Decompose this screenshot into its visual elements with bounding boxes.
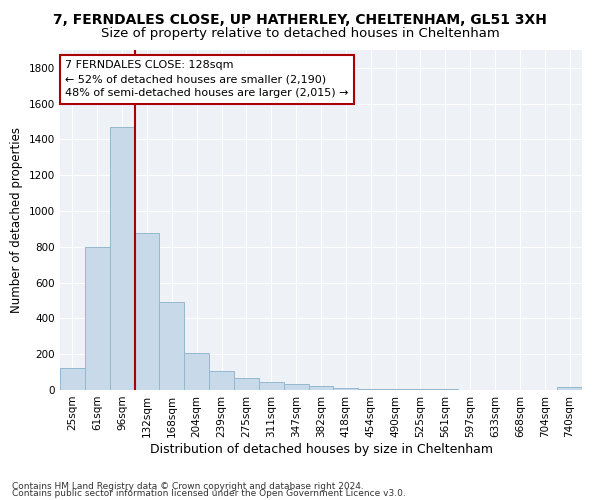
Bar [259, 382, 284, 390]
Bar [209, 371, 234, 390]
Text: 7 FERNDALES CLOSE: 128sqm
← 52% of detached houses are smaller (2,190)
48% of se: 7 FERNDALES CLOSE: 128sqm ← 52% of detac… [65, 60, 349, 98]
Bar [308, 386, 334, 390]
Bar [284, 384, 308, 390]
Text: Size of property relative to detached houses in Cheltenham: Size of property relative to detached ho… [101, 28, 499, 40]
Bar [184, 354, 209, 390]
Text: Contains public sector information licensed under the Open Government Licence v3: Contains public sector information licen… [12, 489, 406, 498]
Bar [557, 388, 582, 390]
Bar [110, 127, 134, 390]
Bar [134, 232, 160, 390]
X-axis label: Distribution of detached houses by size in Cheltenham: Distribution of detached houses by size … [149, 442, 493, 456]
Bar [60, 368, 85, 390]
Bar [358, 388, 383, 390]
Y-axis label: Number of detached properties: Number of detached properties [10, 127, 23, 313]
Bar [160, 302, 184, 390]
Bar [334, 388, 358, 390]
Text: 7, FERNDALES CLOSE, UP HATHERLEY, CHELTENHAM, GL51 3XH: 7, FERNDALES CLOSE, UP HATHERLEY, CHELTE… [53, 12, 547, 26]
Bar [234, 378, 259, 390]
Bar [85, 247, 110, 390]
Bar [383, 389, 408, 390]
Text: Contains HM Land Registry data © Crown copyright and database right 2024.: Contains HM Land Registry data © Crown c… [12, 482, 364, 491]
